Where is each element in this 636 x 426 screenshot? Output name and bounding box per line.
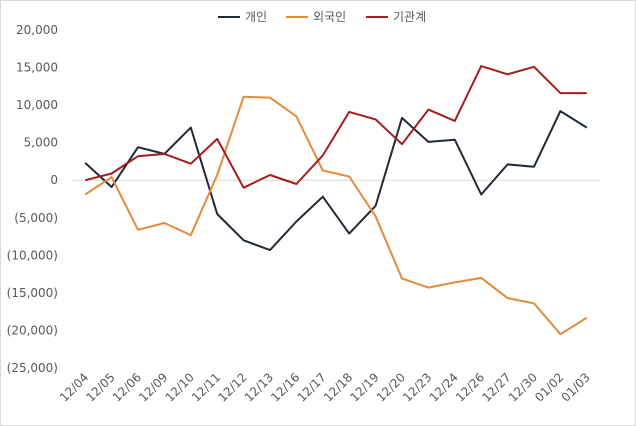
- legend-item: 외국인: [286, 10, 346, 24]
- legend-item: 기관계: [366, 10, 426, 24]
- y-tick-label: 5,000: [24, 136, 58, 150]
- y-tick-label: (20,000): [7, 323, 58, 337]
- y-tick-label: 0: [50, 173, 58, 187]
- x-tick-label: 12/09: [136, 370, 170, 404]
- legend-item: 개인: [218, 10, 267, 24]
- x-tick-label: 12/27: [479, 370, 513, 404]
- x-tick-label: 12/17: [295, 370, 329, 404]
- x-tick-label: 12/11: [189, 370, 223, 404]
- x-tick-label: 12/26: [453, 370, 487, 404]
- x-tick-label: 12/10: [163, 370, 197, 404]
- legend-label: 외국인: [313, 10, 346, 24]
- y-tick-label: 10,000: [16, 98, 58, 112]
- x-tick-label: 01/02: [532, 370, 566, 404]
- y-tick-label: (10,000): [7, 248, 58, 262]
- x-tick-label: 12/24: [427, 370, 461, 404]
- series-line-기관계: [84, 65, 587, 189]
- x-tick-label: 12/16: [268, 370, 302, 404]
- x-axis: 12/0412/0512/0612/0912/1012/1112/1212/13…: [57, 370, 593, 404]
- x-tick-label: 12/04: [57, 370, 91, 404]
- y-tick-label: (15,000): [7, 286, 58, 300]
- x-tick-label: 12/18: [321, 370, 355, 404]
- x-tick-label: 12/20: [374, 370, 408, 404]
- x-tick-label: 12/30: [506, 370, 540, 404]
- x-tick-label: 12/23: [400, 370, 434, 404]
- series-lines: [84, 65, 588, 336]
- y-axis: 20,000 15,000 10,000 5,000 0 (5,000) (10,000) (…: [7, 23, 58, 375]
- x-tick-label: 12/19: [347, 370, 381, 404]
- legend-label: 개인: [245, 10, 267, 24]
- x-tick-label: 12/05: [83, 370, 117, 404]
- y-tick-label: 20,000: [16, 23, 58, 37]
- x-tick-label: 12/12: [215, 370, 249, 404]
- x-tick-label: 01/03: [559, 370, 593, 404]
- series-line-외국인: [84, 95, 588, 336]
- y-tick-label: (25,000): [7, 361, 58, 375]
- legend: 개인 외국인 기관계: [218, 10, 426, 24]
- series-line-개인: [84, 110, 588, 252]
- legend-label: 기관계: [393, 10, 426, 24]
- x-tick-label: 12/13: [242, 370, 276, 404]
- y-tick-label: (5,000): [14, 211, 58, 225]
- x-tick-label: 12/06: [110, 370, 144, 404]
- y-tick-label: 15,000: [16, 61, 58, 75]
